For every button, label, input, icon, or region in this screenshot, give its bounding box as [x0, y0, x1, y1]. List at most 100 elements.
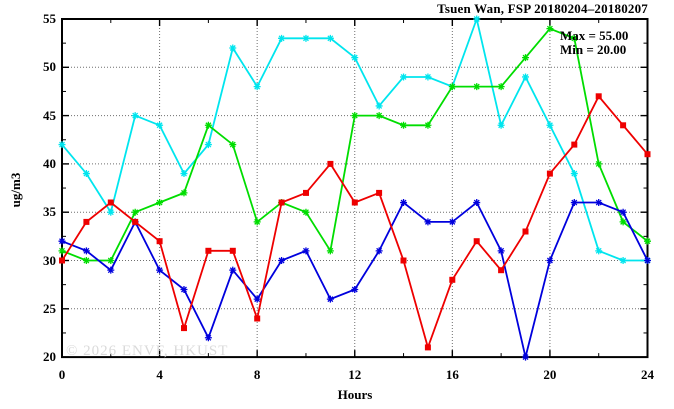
data-point-marker	[156, 266, 164, 274]
data-point-marker	[351, 54, 359, 62]
data-point-marker	[424, 218, 432, 226]
data-point-marker	[229, 266, 237, 274]
data-point-marker	[546, 170, 553, 177]
x-tick-label: 4	[156, 367, 163, 382]
data-point-marker	[400, 257, 407, 264]
y-tick-label: 30	[43, 252, 56, 268]
y-axis-label: ug/m3	[8, 172, 23, 208]
data-point-marker	[205, 247, 212, 254]
data-point-marker	[497, 83, 505, 91]
x-tick-label: 24	[641, 367, 654, 382]
data-point-marker	[473, 199, 481, 207]
data-point-marker	[107, 266, 115, 274]
x-tick-label: 20	[543, 367, 557, 382]
data-point-marker	[180, 189, 188, 197]
data-point-marker	[595, 160, 603, 168]
data-point-marker	[204, 141, 212, 149]
data-point-marker	[546, 25, 554, 33]
y-tick-label: 40	[43, 155, 56, 171]
y-tick-label: 55	[43, 11, 56, 26]
data-point-marker	[424, 73, 432, 81]
data-point-marker	[619, 257, 627, 264]
data-point-marker	[107, 208, 115, 216]
y-tick-label: 20	[43, 349, 56, 365]
data-point-marker	[375, 247, 383, 255]
data-point-marker	[229, 44, 237, 52]
data-point-marker	[570, 170, 578, 178]
data-point-marker	[302, 247, 310, 255]
data-point-marker	[522, 73, 530, 81]
data-point-marker	[156, 199, 164, 207]
data-point-marker	[351, 285, 359, 293]
data-point-marker	[229, 247, 236, 254]
data-point-marker	[132, 218, 139, 225]
data-point-marker	[448, 83, 456, 91]
min-annotation: Min = 20.00	[560, 42, 627, 57]
data-point-marker	[82, 170, 90, 178]
data-point-marker	[522, 228, 529, 235]
chart-title: Tsuen Wan, FSP 20180204–20180207	[437, 1, 648, 16]
data-point-marker	[449, 276, 456, 283]
watermark: © 2026 ENVF, HKUST	[66, 343, 229, 359]
data-point-marker	[376, 189, 383, 196]
cyan-series	[58, 15, 651, 264]
plot-border	[61, 18, 649, 359]
data-point-marker	[156, 121, 164, 129]
data-point-marker	[303, 189, 309, 196]
data-point-marker	[82, 257, 90, 264]
data-point-marker	[58, 247, 66, 255]
data-point-marker	[83, 218, 90, 225]
x-tick-label: 0	[58, 367, 66, 382]
data-point-marker	[156, 238, 163, 245]
data-point-marker	[497, 121, 505, 129]
red-series	[59, 93, 651, 351]
data-point-marker	[400, 199, 408, 207]
data-point-marker	[570, 34, 578, 42]
data-point-marker	[595, 247, 603, 255]
data-point-marker	[448, 218, 456, 226]
data-point-marker	[644, 257, 651, 264]
y-tick-label: 35	[43, 204, 56, 220]
data-point-marker	[546, 121, 554, 129]
data-point-marker	[302, 34, 310, 42]
x-tick-label: 8	[253, 367, 261, 382]
data-point-marker	[302, 208, 310, 216]
data-point-marker	[473, 15, 481, 23]
data-point-marker	[278, 34, 286, 42]
data-point-marker	[180, 170, 188, 178]
data-point-marker	[473, 83, 481, 91]
data-point-marker	[522, 54, 530, 62]
data-point-marker	[424, 121, 432, 129]
green-series	[58, 25, 651, 264]
data-point-marker	[278, 257, 286, 264]
data-point-marker	[498, 267, 505, 274]
data-point-marker	[58, 237, 66, 245]
y-tick-label: 50	[43, 59, 56, 75]
data-point-marker	[644, 151, 651, 158]
data-point-marker	[204, 121, 212, 129]
data-point-marker	[497, 247, 505, 255]
data-point-marker	[278, 199, 285, 206]
data-point-marker	[570, 199, 578, 207]
data-point-marker	[546, 257, 554, 264]
data-point-marker	[180, 285, 188, 293]
data-point-marker	[644, 237, 651, 245]
data-point-marker	[254, 315, 261, 322]
x-tick-label: 16	[445, 367, 459, 382]
data-point-marker	[619, 208, 627, 216]
data-point-marker	[253, 218, 261, 226]
data-point-marker	[571, 141, 578, 148]
data-point-marker	[107, 257, 115, 264]
x-tick-label: 12	[348, 367, 362, 382]
data-point-marker	[107, 199, 114, 206]
data-point-marker	[400, 73, 408, 81]
data-point-marker	[326, 247, 334, 255]
data-point-marker	[375, 112, 383, 120]
x-axis-label: Hours	[337, 387, 373, 402]
data-point-marker	[204, 334, 212, 342]
data-point-marker	[595, 199, 603, 207]
data-point-marker	[400, 121, 408, 129]
y-tick-label: 25	[43, 300, 56, 316]
